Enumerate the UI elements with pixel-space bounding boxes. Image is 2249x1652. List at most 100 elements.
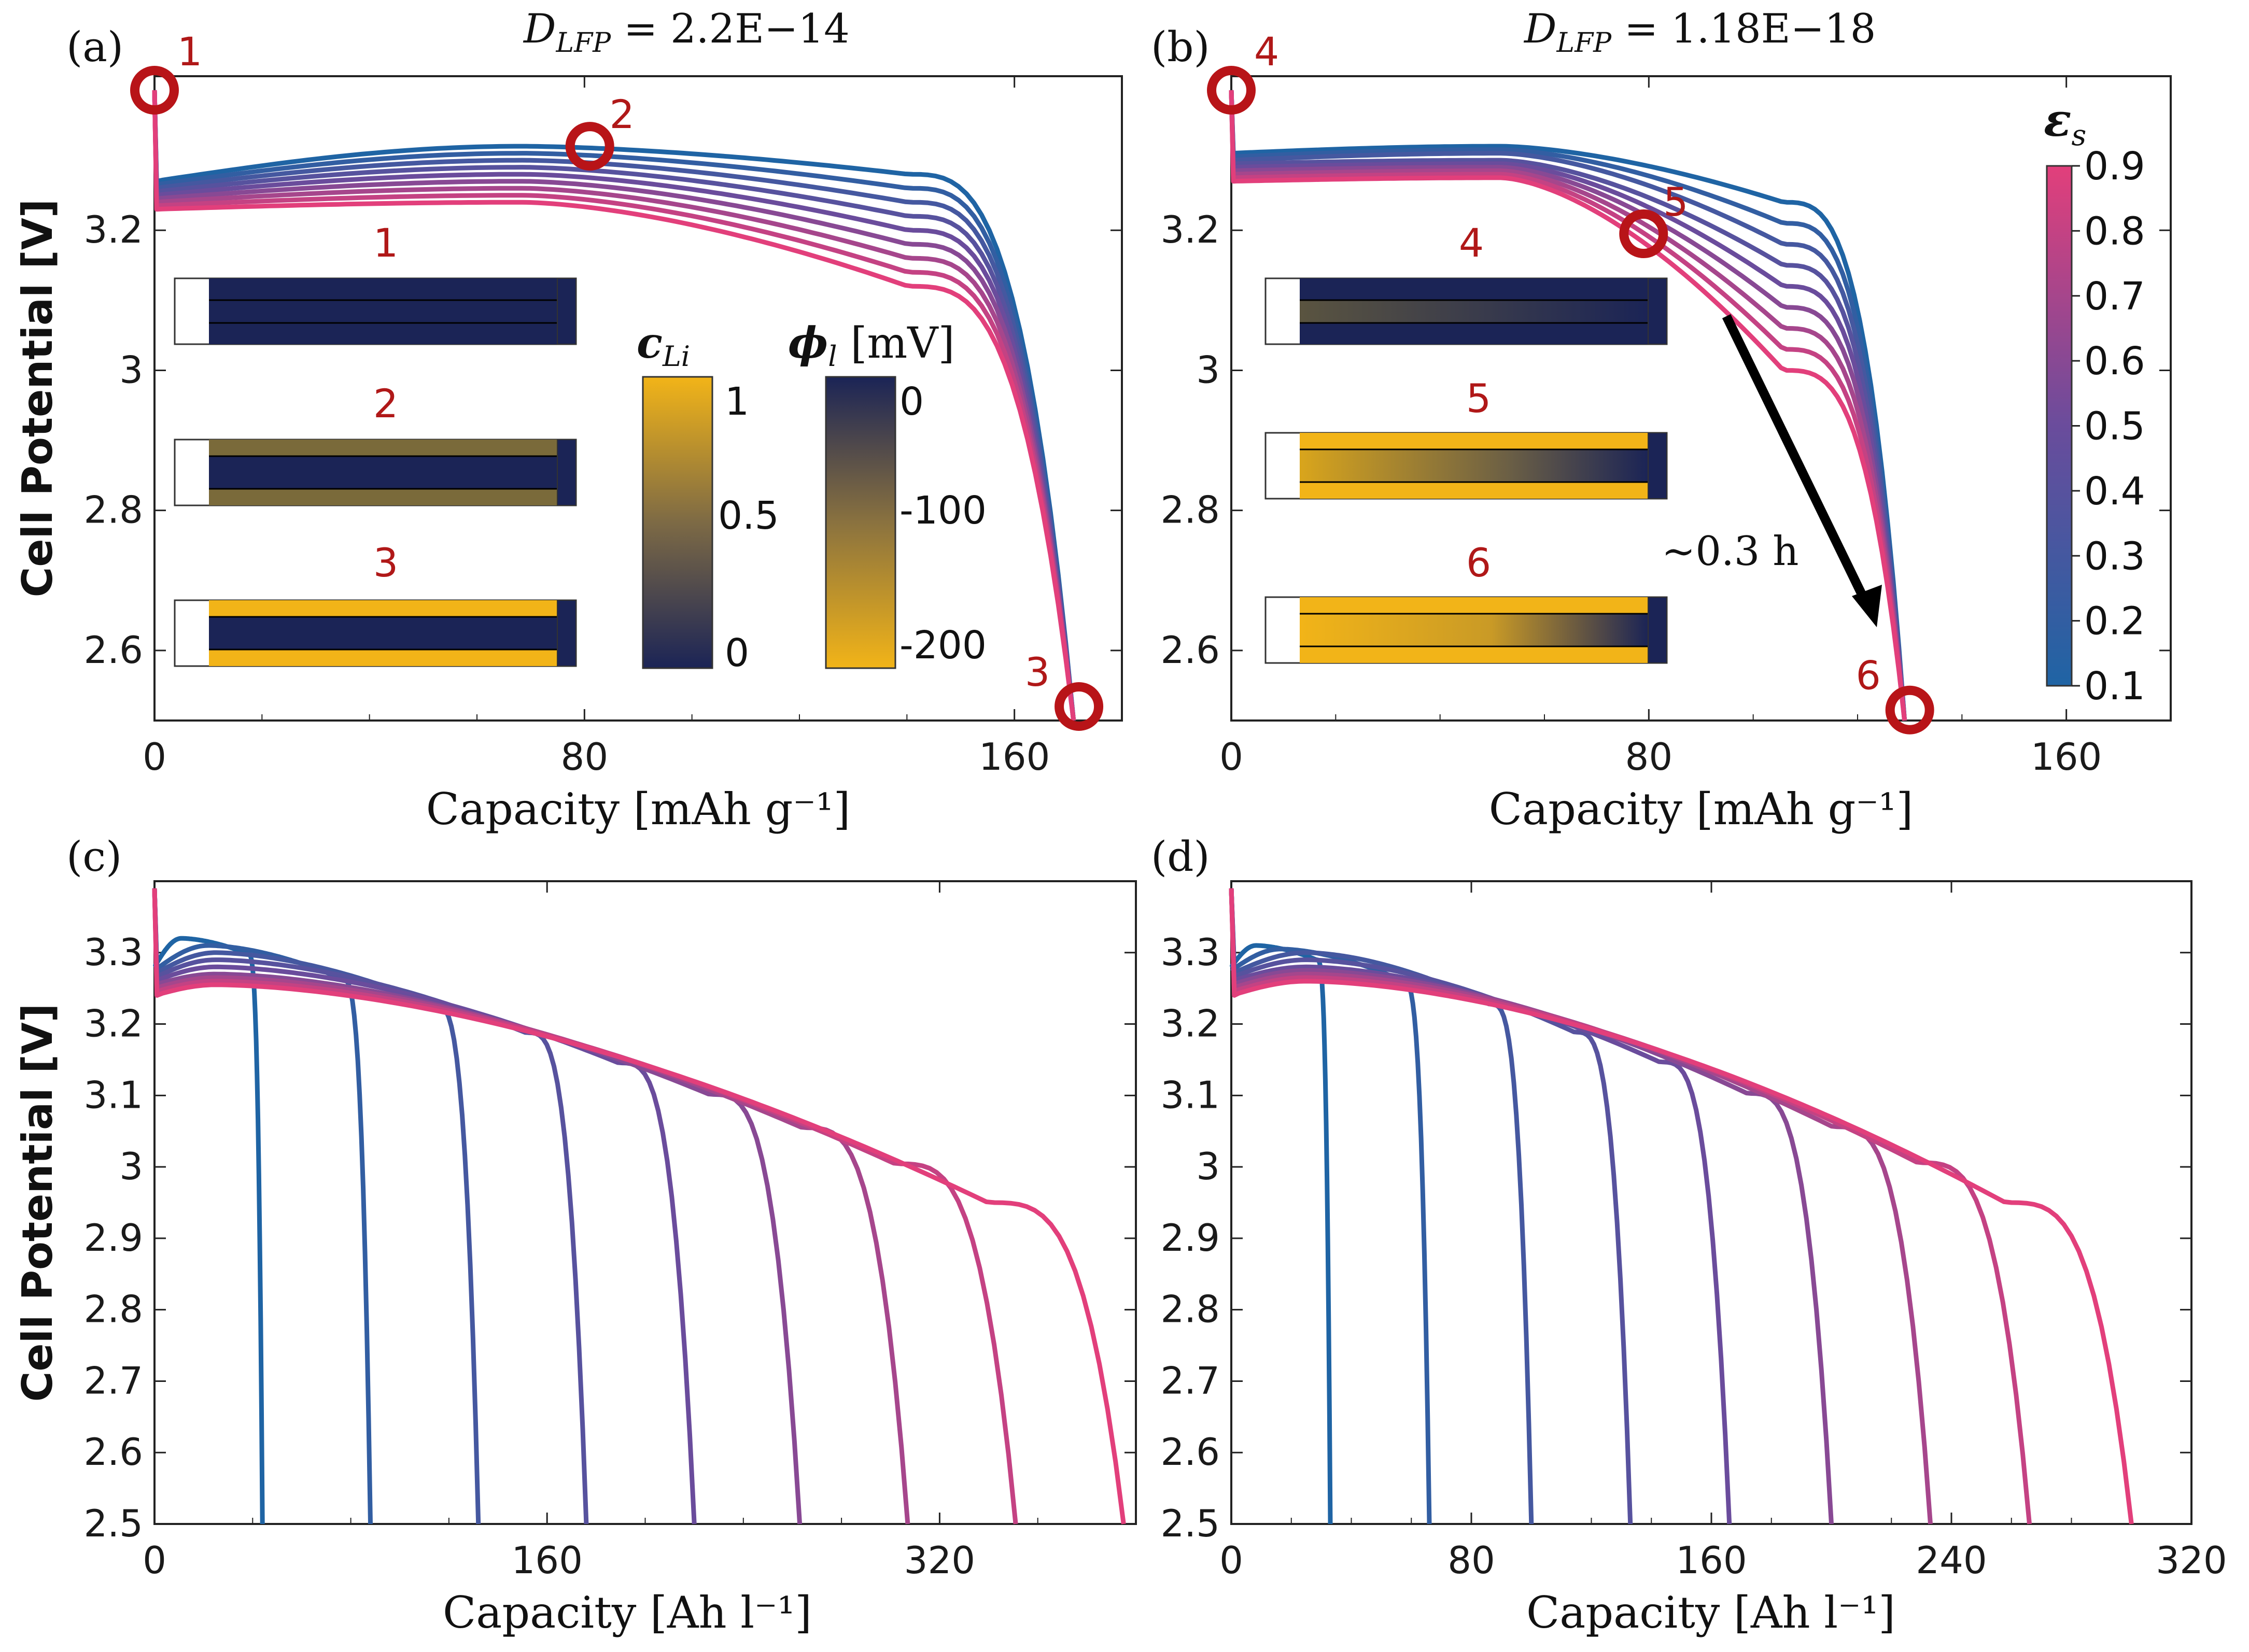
inset-label-4: 4 [1459,220,1484,266]
y-tick-label: 2.8 [83,1288,143,1331]
time-annotation: ~0.3 h [1662,528,1798,575]
eps-tick-label: 0.9 [2084,144,2145,189]
y-tick-label: 2.5 [1160,1502,1220,1545]
ticks-d: 0 80 160 240 320 2.5 2.6 2.7 2.8 2.9 3 3.1 3.2 3.3 [1160,881,2227,1582]
plot-frame-a [153,75,1123,722]
x-axis-label-d: Capacity [Ah l⁻¹] [1526,1587,1895,1638]
state-marker-4 [1207,66,1256,115]
series-line-eps-0.8 [152,888,1018,1524]
y-tick-label: 2.6 [1160,628,1220,672]
x-tick-label: 320 [904,1538,975,1582]
arrow-head [1852,585,1882,627]
colorbar-eps-s: εs 0.9 0.8 0.7 0.6 0.5 0.4 0.3 0.2 0.1 [2044,93,2145,709]
state-marker-5 [1619,209,1668,258]
title-a: DLFP = 2.2E−14 [523,6,850,59]
series-line-eps-0.5 [1229,90,1907,721]
y-tick-label: 2.8 [1160,488,1220,532]
series-line-eps-0.1 [1229,90,1907,721]
y-tick-label: 3.2 [83,1002,143,1046]
markers-b: 4 5 6 [1207,29,1934,735]
inset-4-collector [1648,278,1667,345]
state-marker-label: 4 [1254,29,1279,75]
ticks-c: 0 160 320 2.5 2.6 2.7 2.8 2.9 3 3.1 3.2 3.3 [83,881,1136,1582]
series-line-eps-0.3 [152,90,1076,721]
state-marker-label: 5 [1663,179,1688,225]
colorbar-eps-bar [2046,165,2073,687]
y-tick-label: 2.5 [83,1502,143,1545]
x-tick-label: 80 [561,735,609,779]
panel-label-a: (a) [66,23,123,71]
inset-b-4: 4 [1264,220,1668,345]
title-sub-a: LFP [556,27,612,59]
eps-tick-label: 0.4 [2084,469,2145,514]
x-tick-label: 320 [2156,1538,2227,1582]
inset-label-5: 5 [1466,375,1491,421]
title-sub-b: LFP [1556,27,1612,59]
panel-c: (c) 0 160 320 2.5 2.6 2.7 2.8 2.9 3 3.1 3.2 3.3 Cap… [13,832,1137,1638]
x-tick-label: 0 [143,1538,166,1582]
series-line-eps-0.7 [1229,90,1907,721]
x-tick-label: 160 [511,1538,582,1582]
y-tick-label: 3.3 [1160,930,1220,974]
phi-tick-top: 0 [899,379,924,424]
time-arrow [1722,314,1874,611]
eps-var: ε [2044,93,2072,147]
phi-var: ϕ [788,318,828,368]
inset-2-collector [557,439,577,506]
series-line-eps-0.6 [1229,90,1907,721]
colorbar-phi-l: ϕl [mV] 0 -100 -200 [788,318,987,669]
inset-label-2: 2 [373,380,398,427]
state-marker-6 [1885,685,1934,735]
state-marker-3 [1055,682,1104,731]
inset-5-band [1300,482,1648,499]
colorbar-phi-l-bar [825,376,896,669]
inset-3-collector [557,600,577,667]
inset-a-2: 2 [174,380,577,506]
phi-sub: l [828,340,837,373]
panel-label-c: (c) [66,832,122,881]
y-tick-label: 2.7 [1160,1359,1220,1402]
curves-c [152,888,1126,1524]
x-tick-label: 160 [2031,735,2102,779]
y-tick-label: 3 [119,348,143,391]
y-tick-label: 3.2 [83,208,143,251]
x-tick-label: 0 [1219,1538,1243,1582]
inset-b-5: 5 [1264,375,1668,500]
inset-6-band [1300,597,1648,614]
panel-a: (a) DLFP = 2.2E−14 0 80 160 2.6 2.8 3 3.2 Capa… [13,6,1123,835]
colorbar-c-li-bar [642,376,713,669]
inset-label-6: 6 [1466,540,1491,586]
inset-1-collector [557,278,577,345]
c-li-tick-bottom: 0 [725,631,749,675]
series-line-eps-0.4 [152,90,1076,721]
series-line-eps-0.6 [152,90,1076,721]
x-tick-label: 240 [1916,1538,1987,1582]
eps-tick-label: 0.5 [2084,404,2145,449]
curves-d [1229,888,2134,1524]
series-line-eps-0.4 [1229,888,1633,1524]
inset-6-collector [1648,597,1667,663]
inset-label-1: 1 [373,220,398,266]
colorbar-eps-title: εs [2044,93,2086,152]
x-tick-label: 80 [1447,1538,1495,1582]
ticks-b: 0 80 160 2.6 2.8 3 3.2 [1160,76,2171,779]
panel-b: (b) DLFP = 1.18E−18 0 80 160 2.6 2.8 3 3.2 Cap… [1151,6,2172,835]
c-li-sub: Li [662,340,690,373]
x-tick-label: 80 [1625,735,1673,779]
state-marker-1 [130,66,179,115]
markers-a: 1 2 3 [130,29,1104,731]
y-tick-label: 3.3 [83,930,143,974]
x-tick-label: 160 [979,735,1050,779]
c-li-tick-top: 1 [725,379,749,424]
series-line-eps-0.9 [1229,888,2134,1524]
eps-tick-label: 0.7 [2084,274,2145,319]
y-tick-label: 3.1 [1160,1073,1220,1117]
inset-5-band [1300,433,1648,449]
y-tick-label: 2.9 [1160,1216,1220,1260]
state-marker-2 [565,122,614,171]
state-marker-label: 6 [1856,653,1880,699]
c-li-var: c [637,318,663,368]
series-line-eps-0.3 [1229,90,1907,721]
inset-6-band [1300,646,1648,663]
title-var-b: D [1523,6,1557,52]
